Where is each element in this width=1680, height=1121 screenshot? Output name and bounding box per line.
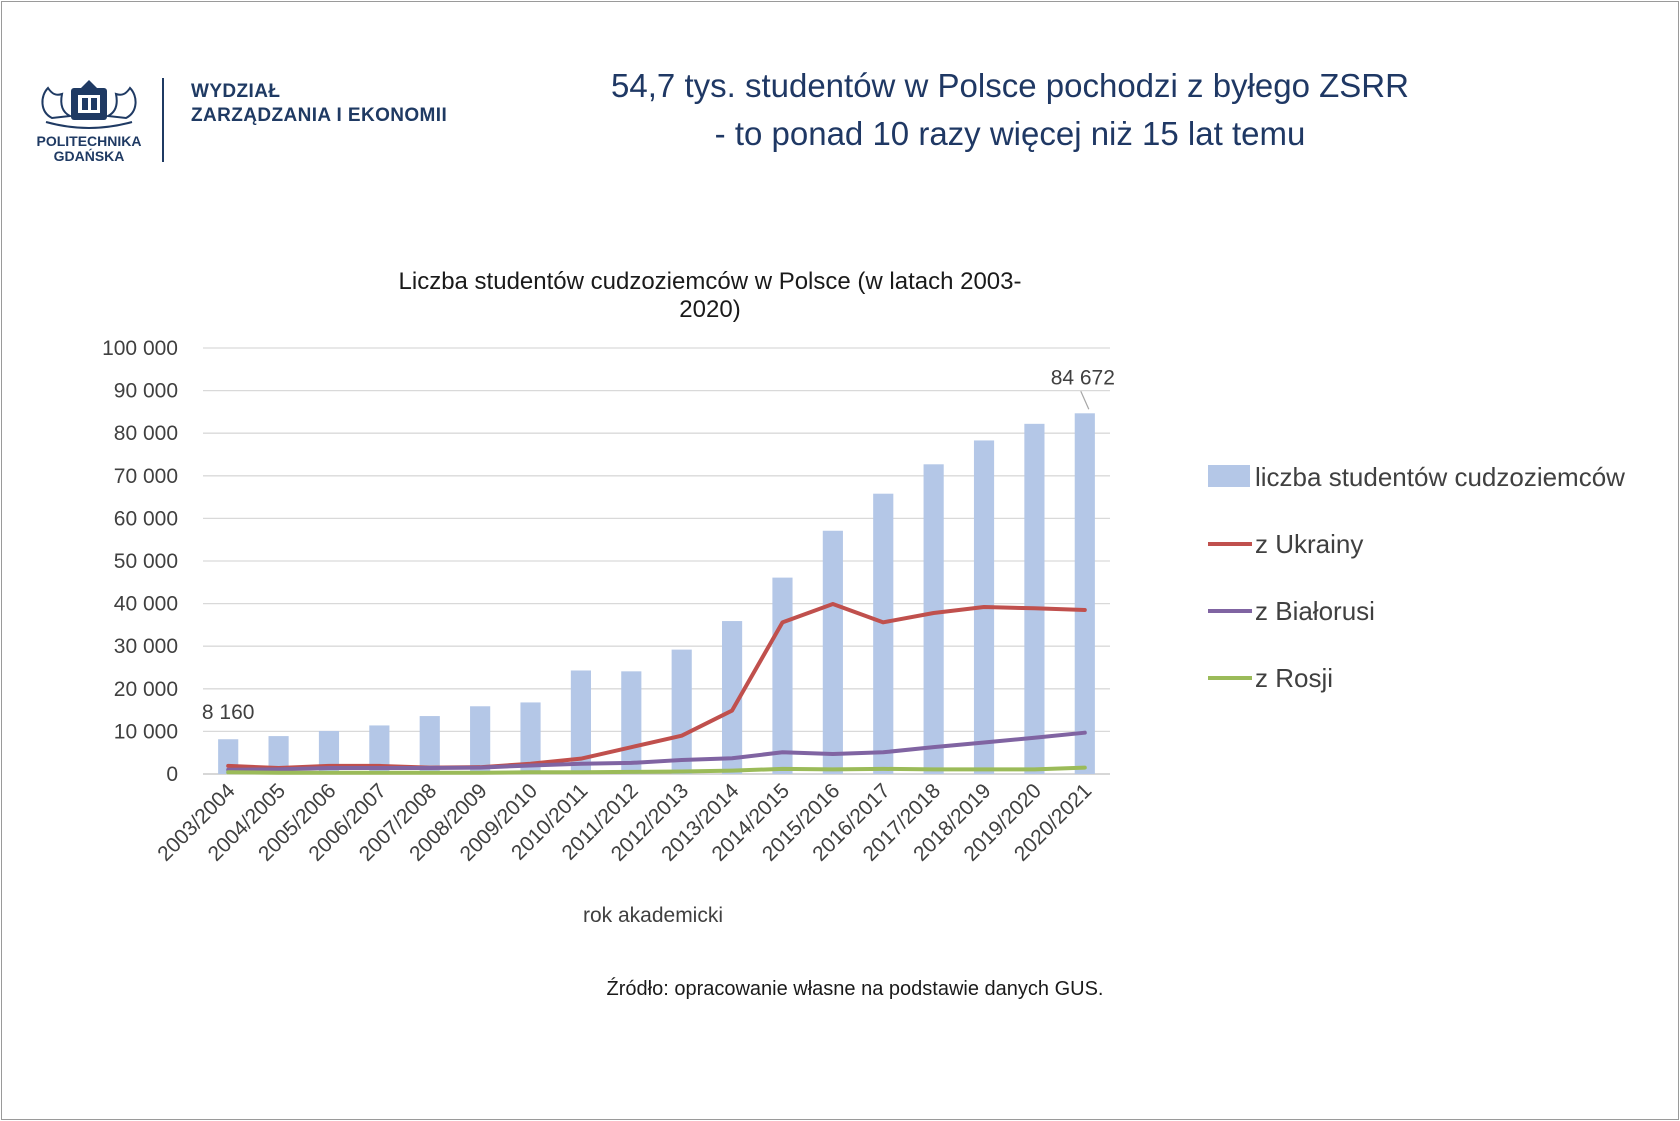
headline-line2: - to ponad 10 razy więcej niż 15 lat tem… xyxy=(714,115,1306,152)
line-series xyxy=(226,602,1087,775)
faculty-line1: WYDZIAŁ xyxy=(191,81,281,102)
legend-swatch-bars xyxy=(1208,465,1250,487)
y-tick-label: 0 xyxy=(166,763,178,786)
bar xyxy=(1024,423,1045,774)
y-tick-label: 60 000 xyxy=(114,507,178,530)
y-tick-label: 30 000 xyxy=(114,635,178,658)
data-label-leader xyxy=(1080,391,1090,410)
crest-icon xyxy=(41,80,137,129)
bar-series xyxy=(218,413,1095,774)
bar xyxy=(369,725,390,774)
y-tick-label: 20 000 xyxy=(114,678,178,701)
bar xyxy=(772,577,793,774)
bar xyxy=(1074,413,1095,774)
headline-line1: 54,7 tys. studentów w Polsce pochodzi z … xyxy=(611,67,1409,104)
logo-name-line1: POLITECHNIKA xyxy=(36,133,142,149)
x-axis-label: rok akademicki xyxy=(583,904,723,927)
x-axis-ticks: 2003/20042004/20052005/20062006/20072007… xyxy=(153,779,1096,866)
y-axis-ticks: 0 10 000 20 000 30 000 40 000 50 000 60 000 70 … xyxy=(102,337,178,786)
chart-title: Liczba studentów cudzoziemców w Polsce (… xyxy=(398,268,1022,323)
y-tick-label: 70 000 xyxy=(114,465,178,488)
bar xyxy=(419,716,440,774)
bar xyxy=(722,621,743,774)
headline: 54,7 tys. studentów w Polsce pochodzi z … xyxy=(560,62,1460,158)
faculty-name: WYDZIAŁ ZARZĄDZANIA I EKONOMII xyxy=(191,80,447,128)
bar xyxy=(570,670,591,774)
y-tick-label: 40 000 xyxy=(114,593,178,616)
legend-label: z Ukrainy xyxy=(1255,529,1363,559)
legend-label: z Rosji xyxy=(1255,663,1333,693)
bar xyxy=(822,530,843,774)
series-line-2 xyxy=(226,730,1087,772)
y-tick-label: 10 000 xyxy=(114,720,178,743)
y-tick-label: 100 000 xyxy=(102,337,178,360)
series-line-1 xyxy=(226,602,1087,771)
faculty-line2: ZARZĄDZANIA I EKONOMII xyxy=(191,105,448,126)
bar xyxy=(621,671,642,774)
logo-divider xyxy=(162,78,164,162)
bar xyxy=(318,730,340,774)
y-tick-label: 80 000 xyxy=(114,422,178,445)
data-label: 8 160 xyxy=(202,701,255,724)
series-line-3 xyxy=(226,765,1087,775)
y-tick-label: 50 000 xyxy=(114,550,178,573)
logo-name-line2: GDAŃSKA xyxy=(53,148,125,164)
bar xyxy=(520,702,541,774)
chart-canvas: 0 10 000 20 000 30 000 40 000 50 000 60 000 70 … xyxy=(102,337,1625,927)
bar xyxy=(268,736,289,774)
chart-grid xyxy=(203,347,1110,775)
data-labels: 8 160 84 672 xyxy=(202,366,1115,724)
legend-label: z Białorusi xyxy=(1255,596,1375,626)
university-logo: POLITECHNIKA GDAŃSKA xyxy=(34,78,144,164)
data-label: 84 672 xyxy=(1051,366,1115,389)
legend-label: liczba studentów cudzoziemców xyxy=(1255,462,1625,492)
bar xyxy=(873,493,894,774)
bar xyxy=(671,649,692,774)
bar xyxy=(923,464,944,774)
legend: liczba studentów cudzoziemców z Ukrainy z … xyxy=(1208,462,1625,693)
bar xyxy=(470,706,491,774)
y-tick-label: 90 000 xyxy=(114,380,178,403)
source-note: Źródło: opracowanie własne na podstawie … xyxy=(606,978,1104,1000)
